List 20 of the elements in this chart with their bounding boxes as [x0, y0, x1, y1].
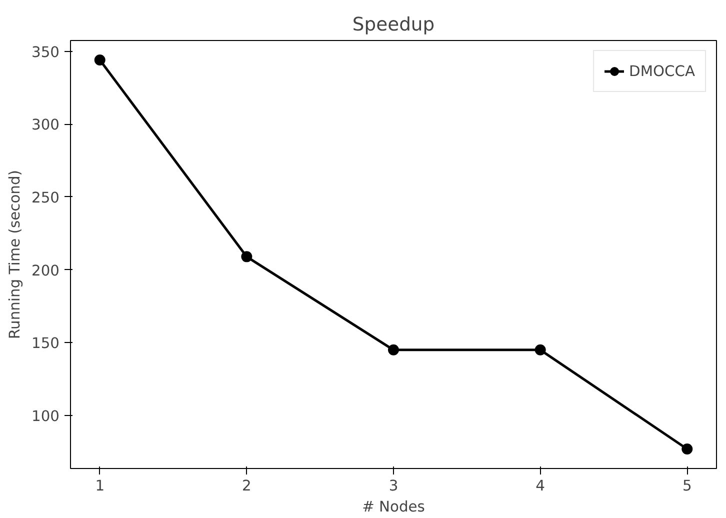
x-tick-label: 3: [388, 478, 398, 494]
chart-title: Speedup: [352, 14, 435, 36]
y-axis-title: Running Time (second): [6, 170, 24, 339]
y-tick-label: 350: [32, 44, 60, 61]
y-tick-label: 100: [32, 408, 60, 425]
point: [241, 251, 252, 262]
x-tick-label: 5: [682, 478, 692, 494]
point: [388, 344, 399, 356]
x-tick-label: 4: [536, 478, 545, 494]
x-tick-label: 1: [95, 478, 105, 494]
y-tick-label: 300: [32, 116, 60, 134]
point: [682, 443, 693, 454]
y-tick-label: 150: [32, 335, 60, 352]
legend-label: DMOCCA: [629, 62, 695, 80]
y-tick-label: 250: [32, 189, 60, 206]
x-axis-title: # Nodes: [362, 498, 425, 516]
point: [534, 344, 546, 356]
y-tick-label: 200: [32, 262, 60, 280]
x-tick-label: 2: [242, 478, 252, 494]
point: [94, 54, 106, 66]
